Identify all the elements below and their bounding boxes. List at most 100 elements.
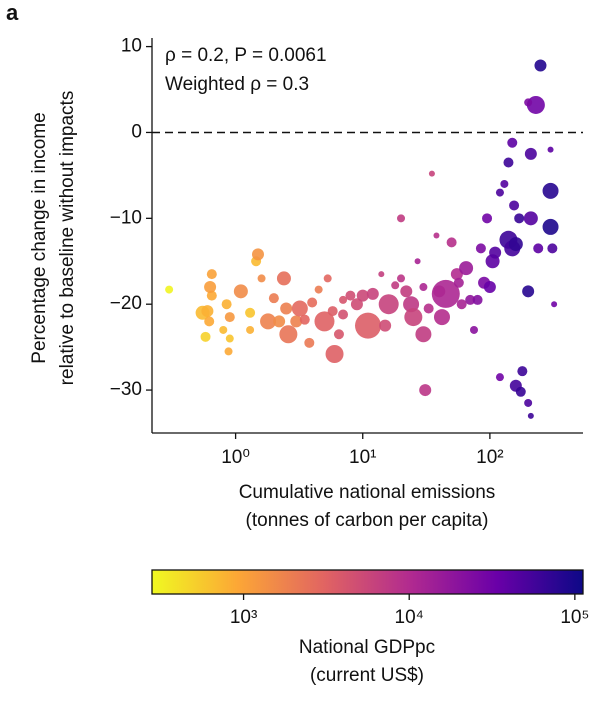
point — [403, 296, 420, 313]
y-tick-label: 10 — [121, 36, 142, 57]
annotation: ρ = 0.2, P = 0.0061 — [165, 45, 327, 66]
point — [339, 295, 348, 304]
point — [524, 398, 533, 407]
y-tick-label: −30 — [110, 379, 142, 400]
point — [495, 373, 504, 382]
y-axis-label: relative to baseline without impacts — [57, 91, 78, 386]
panel-label: a — [6, 0, 19, 25]
point — [327, 306, 338, 317]
point — [419, 384, 432, 397]
point — [201, 305, 214, 318]
point — [404, 308, 423, 327]
point — [456, 299, 467, 310]
point — [378, 294, 399, 315]
point — [304, 337, 315, 348]
point — [206, 269, 217, 280]
point — [508, 237, 523, 252]
point — [547, 146, 554, 153]
point — [257, 274, 266, 283]
point — [325, 345, 344, 363]
point — [522, 285, 535, 298]
point — [391, 281, 400, 290]
point — [268, 293, 279, 304]
point — [465, 294, 476, 305]
point — [397, 214, 406, 223]
point — [482, 213, 493, 224]
point — [378, 271, 385, 278]
point — [428, 170, 435, 177]
colorbar-tick-label: 10⁴ — [395, 607, 424, 628]
y-axis-label: Percentage change in income — [29, 112, 50, 363]
point — [503, 157, 514, 168]
point — [345, 290, 356, 301]
point — [397, 274, 406, 283]
point — [314, 311, 335, 332]
point — [414, 258, 421, 265]
point — [524, 147, 537, 160]
point — [459, 261, 474, 276]
point — [224, 312, 235, 323]
point — [200, 331, 211, 342]
point — [433, 309, 450, 326]
colorbar-tick-label: 10⁵ — [560, 607, 589, 628]
point — [534, 59, 547, 72]
point — [547, 243, 558, 254]
point — [419, 283, 428, 292]
x-axis-label: (tonnes of carbon per capita) — [246, 510, 489, 531]
point — [453, 277, 464, 288]
point — [219, 325, 228, 334]
point — [246, 325, 255, 334]
y-tick-label: −20 — [110, 293, 142, 314]
point — [356, 289, 369, 302]
x-tick-label: 10² — [476, 447, 503, 468]
point — [495, 188, 504, 197]
point — [225, 334, 234, 343]
point — [524, 98, 533, 107]
point — [280, 302, 293, 315]
point — [350, 298, 363, 311]
point — [251, 248, 264, 261]
point — [515, 386, 526, 397]
point — [542, 218, 559, 235]
point — [307, 297, 318, 308]
x-axis-label: Cumulative national emissions — [239, 482, 496, 503]
point — [290, 315, 303, 328]
colorbar-label: National GDPpc — [299, 637, 435, 658]
y-tick-label: 0 — [131, 121, 142, 142]
point — [446, 237, 457, 248]
point — [507, 137, 518, 148]
point — [500, 179, 509, 188]
point — [527, 412, 534, 419]
colorbar-tick-label: 10³ — [230, 607, 257, 628]
point — [204, 316, 215, 327]
point — [509, 200, 520, 211]
point — [514, 213, 525, 224]
point — [204, 281, 217, 294]
x-tick-label: 10⁰ — [221, 447, 250, 468]
point — [276, 271, 291, 286]
point — [542, 182, 559, 199]
point — [260, 313, 277, 330]
point — [472, 294, 483, 305]
point — [355, 312, 382, 339]
point — [475, 243, 486, 254]
point — [206, 290, 217, 301]
point — [165, 285, 174, 294]
x-tick-label: 10¹ — [349, 447, 376, 468]
point — [221, 299, 232, 310]
point — [423, 303, 434, 314]
point — [291, 300, 308, 317]
point — [279, 325, 298, 344]
point — [517, 366, 528, 377]
point — [379, 319, 392, 332]
point — [433, 232, 440, 239]
point — [338, 309, 349, 320]
point — [523, 211, 538, 226]
y-tick-label: −10 — [110, 207, 142, 228]
point — [333, 329, 344, 340]
point — [551, 301, 558, 308]
point — [400, 285, 413, 298]
point — [245, 307, 256, 318]
point — [323, 274, 332, 283]
